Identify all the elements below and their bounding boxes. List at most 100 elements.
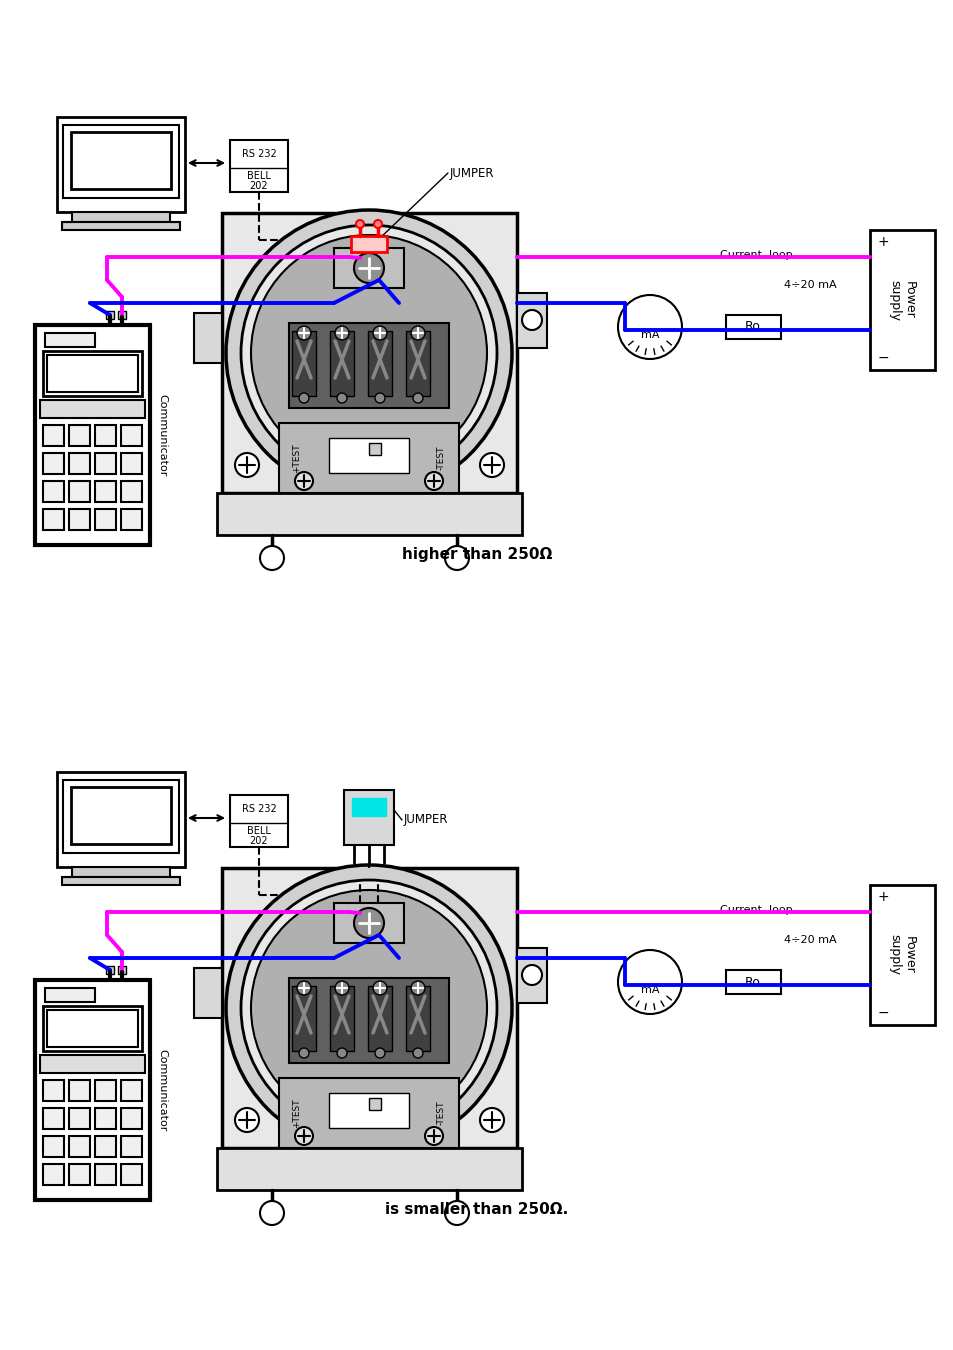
Circle shape [298,393,309,404]
Bar [216,493,521,535]
Circle shape [411,981,424,995]
Bar [292,331,315,396]
Bar [289,323,449,408]
Bar [69,1164,90,1185]
Circle shape [521,310,541,329]
Bar [45,988,95,1002]
Bar [95,454,116,474]
Circle shape [294,472,313,490]
Circle shape [260,1202,284,1224]
Ellipse shape [226,211,512,495]
Bar [43,425,64,446]
Circle shape [296,981,311,995]
Bar [352,798,386,815]
Bar [106,310,113,319]
Circle shape [375,1048,385,1058]
Circle shape [298,1048,309,1058]
Circle shape [260,545,284,570]
Text: −: − [877,351,889,364]
Bar [71,867,170,878]
Bar [57,117,185,212]
Text: +TEST: +TEST [293,1098,301,1127]
Circle shape [373,325,387,340]
Text: BELL: BELL [247,826,271,836]
Ellipse shape [251,890,486,1126]
Bar [95,481,116,502]
Bar [71,787,171,844]
Bar [329,437,409,472]
Bar [369,443,380,455]
Bar [292,986,315,1052]
Bar [69,425,90,446]
Bar [121,481,142,502]
Text: 4÷20 mA: 4÷20 mA [782,279,836,290]
Bar [725,315,781,339]
Bar [57,772,185,867]
Bar [69,1108,90,1129]
Bar [222,213,517,493]
Bar [71,212,170,221]
Text: Power
supply: Power supply [887,934,915,976]
Circle shape [424,1127,442,1145]
Bar [43,481,64,502]
Bar [230,140,288,192]
Bar [35,325,150,545]
Text: +: + [877,235,889,248]
Bar [289,977,449,1062]
Circle shape [234,454,258,477]
Circle shape [479,1108,503,1133]
Text: Ro: Ro [744,976,760,988]
Bar [47,1010,138,1048]
Bar [406,986,430,1052]
Bar [517,948,546,1003]
Text: 202: 202 [250,836,268,846]
Bar [216,1148,521,1189]
Circle shape [335,325,349,340]
Circle shape [375,393,385,404]
Bar [95,425,116,446]
Bar [69,509,90,531]
Bar [95,1108,116,1129]
Text: −: − [877,1006,889,1021]
Bar [63,780,179,853]
Circle shape [479,454,503,477]
Bar [330,986,354,1052]
Text: RS 232: RS 232 [241,805,276,814]
Bar [121,425,142,446]
Circle shape [336,1048,347,1058]
Bar [193,313,222,363]
Bar [121,1164,142,1185]
Ellipse shape [251,235,486,471]
Bar [63,126,179,198]
Bar [369,1098,380,1110]
Text: is smaller than 250Ω.: is smaller than 250Ω. [385,1203,568,1218]
Text: Communicator: Communicator [157,394,167,477]
Bar [95,509,116,531]
Circle shape [444,545,469,570]
Bar [43,1080,64,1102]
Bar [43,1135,64,1157]
Bar [869,230,934,370]
Bar [43,1108,64,1129]
Bar [71,132,171,189]
Circle shape [424,472,442,490]
Bar [334,903,403,944]
Bar [344,790,394,845]
Bar [121,1108,142,1129]
Bar [330,331,354,396]
Text: mA: mA [640,329,659,340]
Bar [121,1080,142,1102]
Bar [69,481,90,502]
Bar [329,1094,409,1129]
Bar [106,967,113,973]
Text: Power
supply: Power supply [887,279,915,320]
Circle shape [294,1127,313,1145]
Bar [121,1135,142,1157]
Text: Ro: Ro [744,320,760,333]
Circle shape [354,252,384,284]
Bar [406,331,430,396]
Bar [95,1080,116,1102]
Circle shape [355,220,364,228]
Bar [40,400,145,418]
Bar [43,1006,142,1052]
